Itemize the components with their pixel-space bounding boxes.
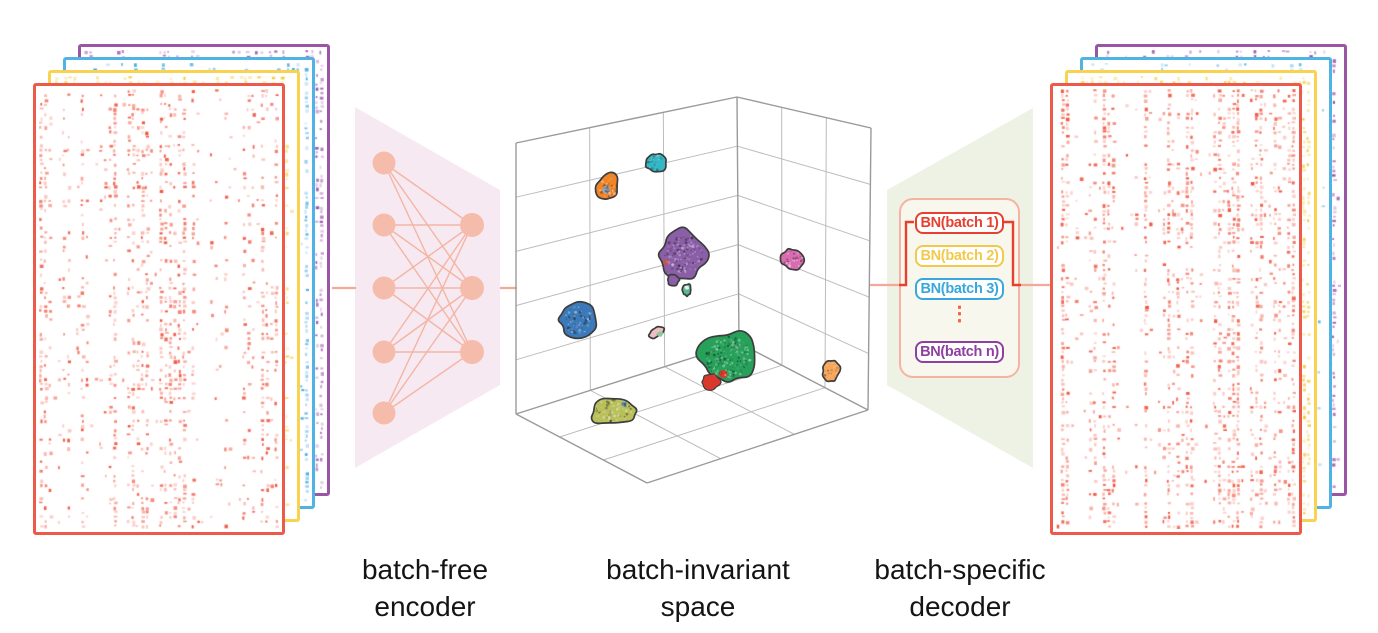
bn-batch-2-label: BN(batch 2) (920, 248, 999, 264)
decoder-label-line2: decoder (909, 591, 1011, 622)
input-matrix-batch-1 (33, 83, 285, 535)
bn-batch-3-box: BN(batch 3) (915, 278, 1004, 300)
expression-matrix-canvas (1056, 89, 1296, 529)
bn-batch-n-box: BN(batch n) (915, 341, 1004, 363)
bn-batch-2-box: BN(batch 2) (915, 245, 1004, 267)
bn-batch-n-label: BN(batch n) (920, 344, 999, 360)
decoder-label: batch-specific decoder (840, 551, 1080, 625)
output-matrix-batch-1 (1050, 83, 1302, 535)
bn-batch-3-label: BN(batch 3) (920, 281, 999, 297)
latent-label-line1: batch-invariant (606, 554, 790, 585)
expression-matrix-canvas (39, 89, 279, 529)
bn-ellipsis: ⋮ (949, 303, 970, 325)
bn-batch-1-box: BN(batch 1) (915, 212, 1004, 234)
latent-label-line2: space (660, 591, 736, 622)
batchnorm-selector-frame: BN(batch 1) BN(batch 2) BN(batch 3) ⋮ BN… (899, 198, 1020, 378)
latent-space-label: batch-invariant space (578, 551, 818, 625)
encoder-label: batch-free encoder (305, 551, 545, 625)
bn-batch-1-label: BN(batch 1) (920, 215, 999, 231)
decoder-label-line1: batch-specific (874, 554, 1046, 585)
encoder-label-line1: batch-free (361, 554, 489, 585)
encoder-label-line2: encoder (374, 591, 476, 622)
